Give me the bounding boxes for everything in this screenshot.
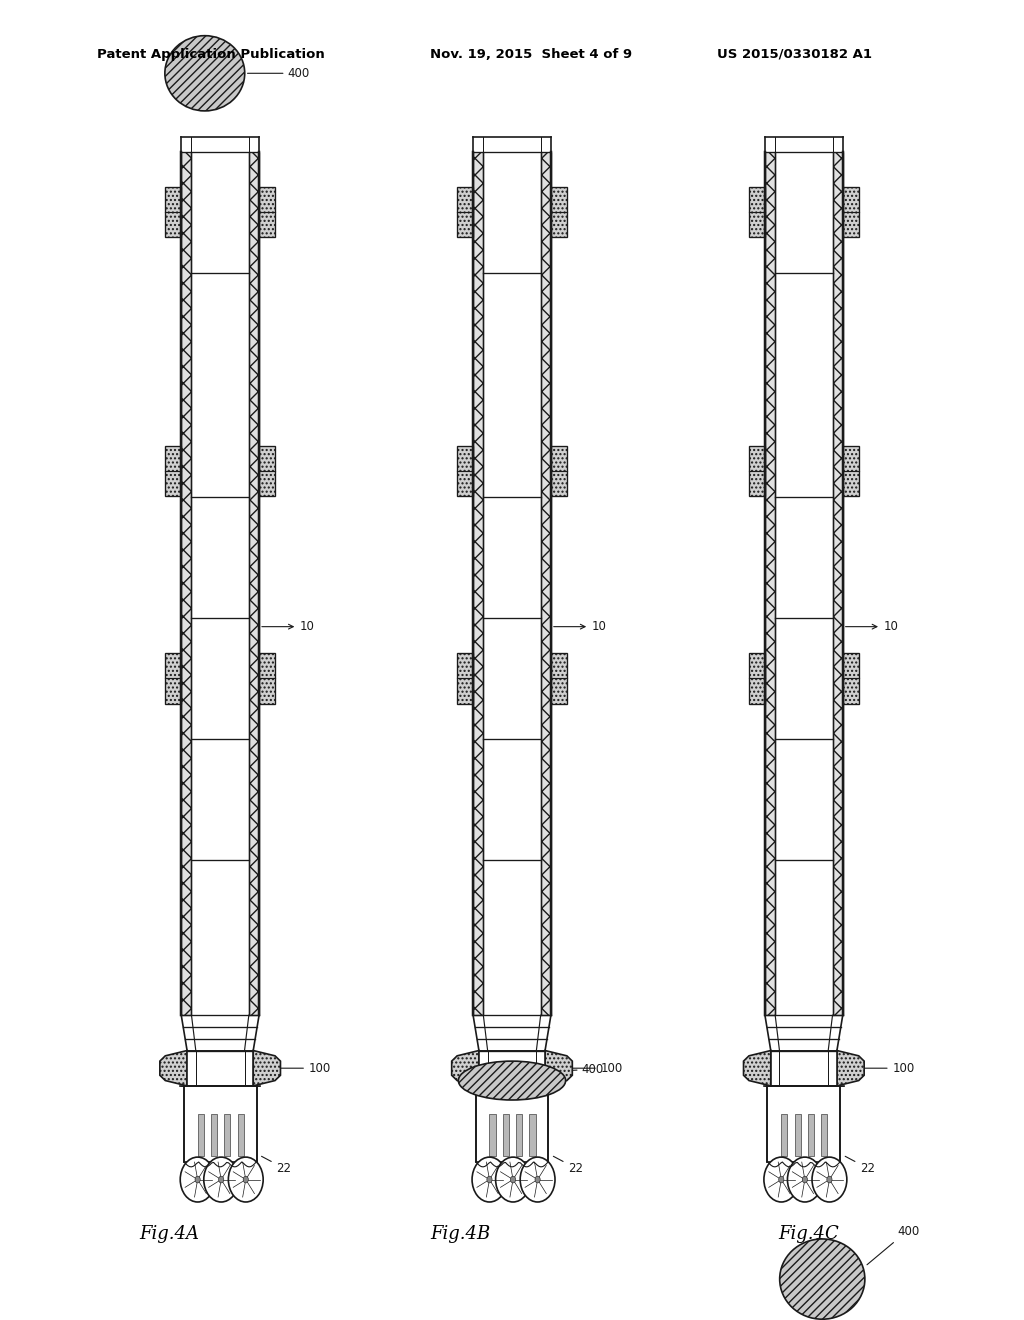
- Bar: [795, 1114, 801, 1155]
- Circle shape: [787, 1158, 822, 1203]
- Bar: [503, 1114, 509, 1155]
- Bar: [475, 1086, 549, 1162]
- Bar: [843, 446, 859, 496]
- Bar: [529, 1114, 536, 1155]
- Circle shape: [472, 1158, 507, 1203]
- Bar: [259, 653, 275, 704]
- Text: 100: 100: [275, 1061, 331, 1074]
- Ellipse shape: [459, 1061, 565, 1100]
- Circle shape: [180, 1158, 215, 1203]
- Circle shape: [826, 1176, 833, 1183]
- Bar: [483, 152, 541, 1015]
- Polygon shape: [452, 1051, 479, 1086]
- Text: 10: 10: [846, 620, 899, 634]
- Bar: [187, 1051, 253, 1086]
- Text: 22: 22: [553, 1156, 584, 1175]
- Text: Fig.4C: Fig.4C: [778, 1225, 840, 1243]
- Circle shape: [802, 1176, 808, 1183]
- Bar: [749, 446, 765, 496]
- Bar: [457, 446, 473, 496]
- Bar: [259, 187, 275, 238]
- Bar: [165, 653, 181, 704]
- Bar: [165, 446, 181, 496]
- Text: Fig.4A: Fig.4A: [139, 1225, 199, 1243]
- Circle shape: [520, 1158, 555, 1203]
- Circle shape: [204, 1158, 239, 1203]
- Bar: [457, 653, 473, 704]
- Text: 400: 400: [288, 67, 310, 79]
- Text: 100: 100: [567, 1061, 623, 1074]
- Text: 10: 10: [554, 620, 607, 634]
- Text: 22: 22: [261, 1156, 292, 1175]
- Polygon shape: [545, 1051, 572, 1086]
- Text: 22: 22: [845, 1156, 876, 1175]
- Text: US 2015/0330182 A1: US 2015/0330182 A1: [717, 48, 871, 61]
- Bar: [181, 152, 191, 1015]
- Bar: [833, 152, 843, 1015]
- Bar: [551, 187, 567, 238]
- Circle shape: [778, 1176, 784, 1183]
- Text: Fig.4B: Fig.4B: [431, 1225, 490, 1243]
- Bar: [198, 1114, 204, 1155]
- Bar: [211, 1114, 217, 1155]
- Bar: [249, 152, 259, 1015]
- Circle shape: [812, 1158, 847, 1203]
- Circle shape: [764, 1158, 799, 1203]
- Bar: [771, 1051, 837, 1086]
- Bar: [843, 653, 859, 704]
- Circle shape: [486, 1176, 493, 1183]
- Bar: [238, 1114, 244, 1155]
- Circle shape: [218, 1176, 224, 1183]
- Bar: [749, 653, 765, 704]
- Text: Nov. 19, 2015  Sheet 4 of 9: Nov. 19, 2015 Sheet 4 of 9: [430, 48, 632, 61]
- Bar: [183, 1086, 257, 1162]
- Bar: [821, 1114, 827, 1155]
- Ellipse shape: [779, 1239, 865, 1319]
- Bar: [767, 1086, 841, 1162]
- Polygon shape: [743, 1051, 771, 1086]
- Bar: [551, 653, 567, 704]
- Text: 10: 10: [262, 620, 315, 634]
- Bar: [165, 187, 181, 238]
- Bar: [775, 152, 833, 1015]
- Circle shape: [195, 1176, 201, 1183]
- Bar: [224, 1114, 230, 1155]
- Circle shape: [496, 1158, 530, 1203]
- Bar: [765, 152, 775, 1015]
- Circle shape: [535, 1176, 541, 1183]
- Bar: [489, 1114, 496, 1155]
- Circle shape: [510, 1176, 516, 1183]
- Bar: [479, 1051, 545, 1086]
- Bar: [457, 187, 473, 238]
- Bar: [473, 152, 483, 1015]
- Bar: [843, 187, 859, 238]
- Circle shape: [228, 1158, 263, 1203]
- Bar: [191, 152, 249, 1015]
- Bar: [516, 1114, 522, 1155]
- Polygon shape: [837, 1051, 864, 1086]
- Ellipse shape: [165, 36, 245, 111]
- Circle shape: [243, 1176, 249, 1183]
- Bar: [781, 1114, 787, 1155]
- Polygon shape: [160, 1051, 187, 1086]
- Text: Patent Application Publication: Patent Application Publication: [97, 48, 325, 61]
- Text: 100: 100: [859, 1061, 914, 1074]
- Bar: [259, 446, 275, 496]
- Bar: [749, 187, 765, 238]
- Text: 400: 400: [898, 1225, 920, 1238]
- Bar: [541, 152, 551, 1015]
- Bar: [551, 446, 567, 496]
- Bar: [808, 1114, 814, 1155]
- Polygon shape: [253, 1051, 281, 1086]
- Text: 400: 400: [582, 1063, 604, 1076]
